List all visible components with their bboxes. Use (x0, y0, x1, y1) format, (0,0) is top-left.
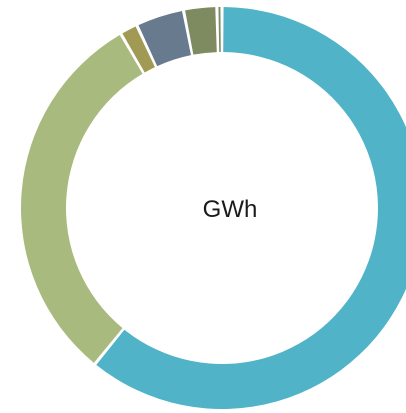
donut-slice-5[interactable] (185, 7, 217, 55)
donut-slice-6[interactable] (218, 7, 221, 53)
center-label: GWh (203, 196, 258, 223)
donut-slice-4[interactable] (138, 11, 191, 67)
donut-slice-2[interactable] (21, 34, 143, 363)
donut-slice-3[interactable] (122, 26, 155, 73)
donut-slices (21, 7, 406, 409)
donut-slice-1[interactable] (96, 7, 406, 409)
